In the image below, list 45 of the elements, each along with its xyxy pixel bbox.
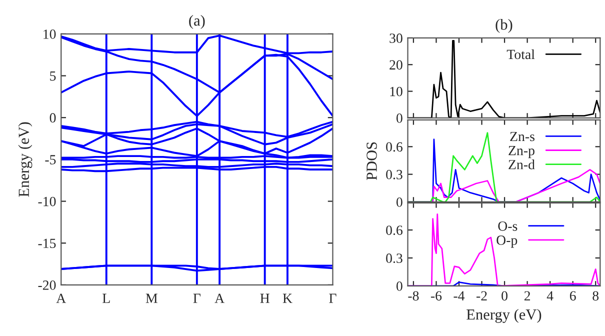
legend-label: O-p [496, 236, 518, 248]
y-tick-label: 0 [50, 113, 56, 123]
x-tick-label: -6 [430, 291, 442, 301]
x-tick-label: L [102, 294, 110, 303]
y-tick-label: 0.6 [386, 226, 402, 236]
y-tick-label: -15 [38, 238, 56, 248]
legend-label: Zn-s [510, 132, 534, 142]
y-tick-label: 0 [396, 282, 402, 291]
x-tick-label: 2 [524, 291, 530, 300]
y-tick-label: 0 [396, 114, 402, 123]
x-tick-label: Γ [193, 294, 200, 303]
x-tick-label: -2 [476, 291, 487, 300]
y-tick-label: 30 [390, 34, 402, 43]
x-tick-label: 6 [570, 291, 576, 301]
legend-label: Total [506, 49, 535, 60]
legend-label: O-s [498, 221, 518, 231]
chart-title: (b) [496, 19, 512, 33]
x-tick-label: H [260, 294, 270, 303]
x-tick-label: 8 [592, 291, 599, 301]
x-tick-label: -8 [408, 291, 419, 301]
x-tick-label: K [282, 294, 292, 303]
y-tick-label: 5 [50, 71, 56, 81]
y-tick-label: -10 [38, 196, 56, 206]
y-tick-label: 20 [390, 60, 402, 70]
y-tick-label: 10 [390, 86, 402, 96]
y-axis-title: PDOS [366, 142, 377, 180]
x-tick-label: 0 [502, 291, 508, 301]
y-tick-label: -5 [45, 155, 56, 164]
x-tick-label: A [214, 294, 224, 303]
chart-title: (a) [189, 15, 205, 29]
legend-label: Zn-p [508, 146, 534, 158]
x-tick-label: -4 [454, 291, 465, 300]
x-tick-label: Γ [329, 294, 336, 303]
y-axis-title: Energy (eV) [18, 122, 32, 197]
legend-label: Zn-d [508, 160, 535, 170]
x-tick-label: A [56, 294, 66, 303]
x-axis-title: Energy (eV) [466, 308, 542, 323]
y-tick-label: 0.3 [386, 254, 402, 263]
y-tick-label: 0.6 [386, 142, 402, 152]
x-tick-label: M [146, 294, 158, 303]
y-tick-label: -20 [38, 280, 56, 290]
y-tick-label: 0 [396, 198, 402, 207]
y-tick-label: 0.3 [386, 170, 402, 180]
x-tick-label: 4 [546, 291, 554, 300]
y-tick-label: 10 [44, 30, 56, 39]
